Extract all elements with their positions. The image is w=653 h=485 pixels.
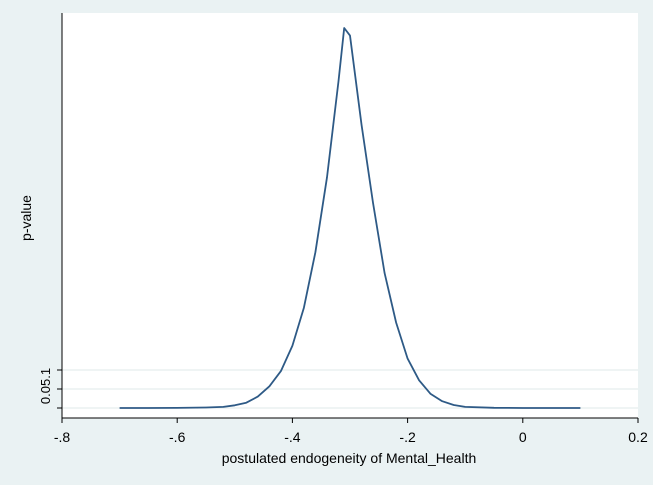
plot-area — [62, 13, 638, 418]
y-tick-labels: 0.05.1 — [38, 368, 53, 404]
x-ticks: -.8 -.6 -.4 -.2 0 0.2 — [54, 418, 648, 445]
x-tick-label-0: -.8 — [54, 429, 71, 445]
x-tick-label-1: -.6 — [169, 429, 186, 445]
y-axis-label: p-value — [18, 195, 34, 241]
x-tick-label-4: 0 — [519, 429, 527, 445]
series-layer — [119, 27, 581, 409]
x-tick-label-3: -.2 — [399, 429, 416, 445]
x-tick-label-2: -.4 — [284, 429, 301, 445]
series-line-0 — [119, 27, 581, 409]
y-ticks: 0.05.1 — [38, 368, 62, 409]
x-tick-label-5: 0.2 — [628, 429, 648, 445]
x-axis-label: postulated endogeneity of Mental_Health — [222, 450, 477, 466]
